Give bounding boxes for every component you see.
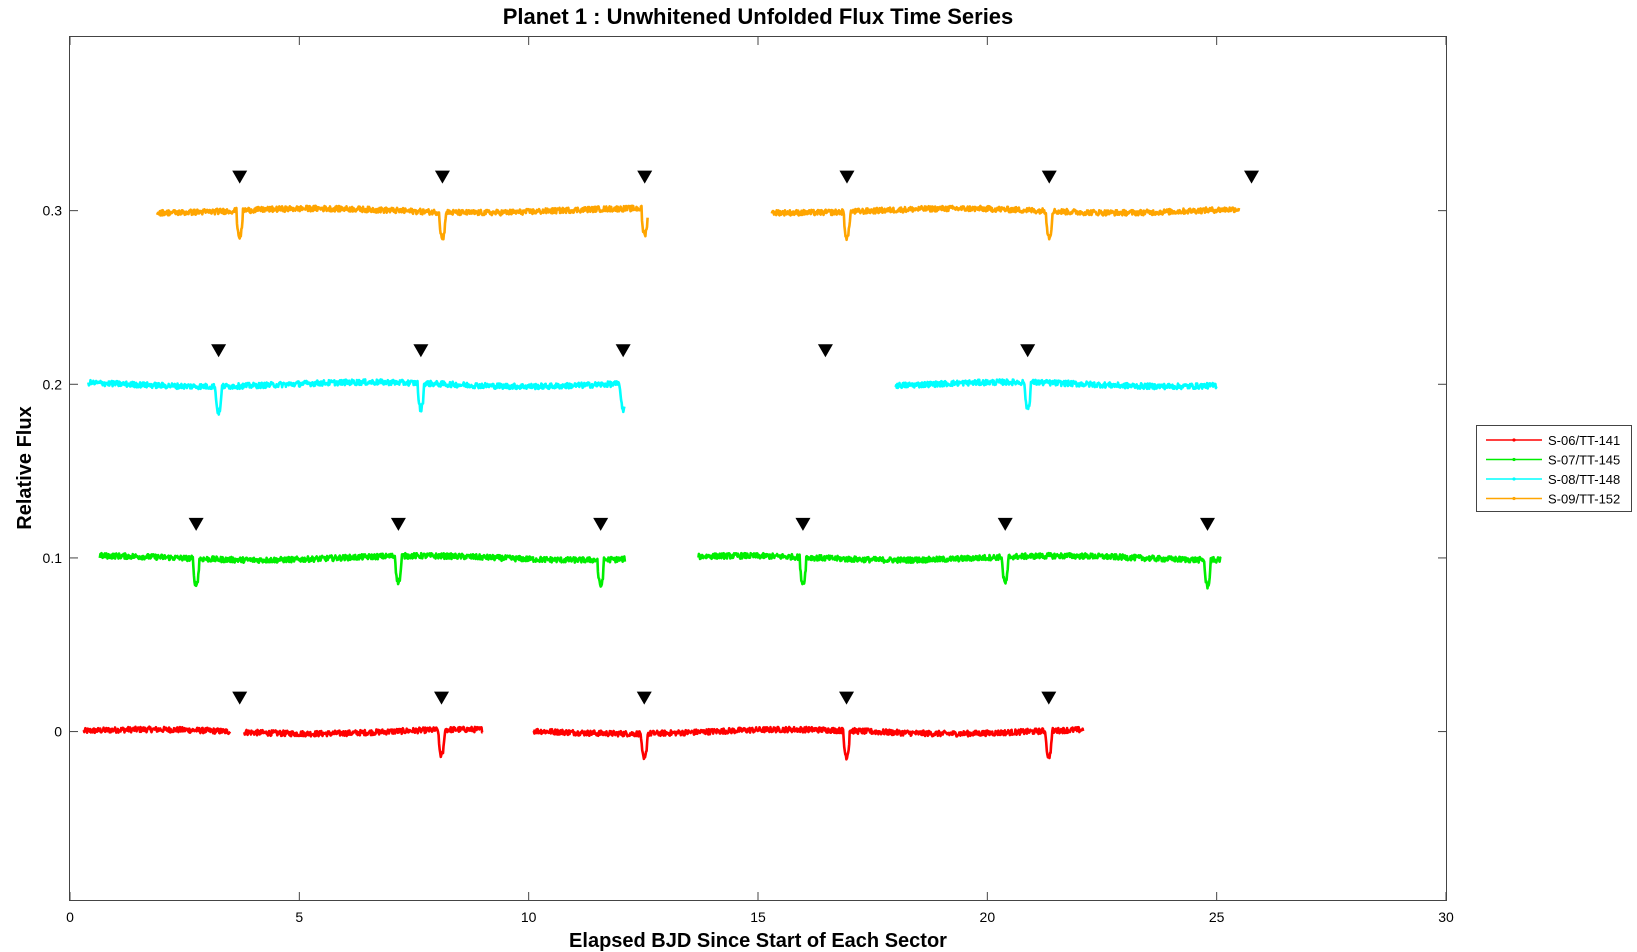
y-axis-label: Relative Flux (14, 406, 36, 529)
series-line-segment (155, 204, 649, 241)
legend-label: S-07/TT-145 (1548, 453, 1620, 468)
y-tick-label: 0.1 (43, 550, 63, 566)
series-layer (82, 204, 1241, 761)
transit-marker (593, 517, 609, 531)
y-tick-label: 0 (54, 724, 62, 740)
axis-ticks: 0 5 10 15 20 25 30 0 0.1 0.2 0.3 (43, 37, 1454, 925)
legend: S-06/TT-141 S-07/TT-145 S-08/TT-148 S-09/TT… (1476, 425, 1632, 512)
plot-area (69, 36, 1447, 901)
transit-marker (1041, 691, 1057, 705)
x-tick-label: 30 (1438, 909, 1454, 925)
legend-label: S-06/TT-141 (1548, 433, 1620, 448)
transit-marker (232, 170, 248, 184)
transit-marker (211, 344, 227, 358)
series-line-segment (98, 551, 627, 588)
y-tick-label: 0.3 (43, 203, 63, 219)
transit-marker (413, 344, 429, 358)
transit-marker (188, 517, 204, 531)
series-line-segment (894, 378, 1218, 411)
x-tick-label: 10 (521, 909, 537, 925)
x-tick-label: 25 (1209, 909, 1225, 925)
series-line-segment (87, 378, 626, 416)
series-line-segment (697, 551, 1222, 590)
series-line-segment (770, 204, 1241, 242)
transit-marker (232, 691, 248, 705)
transit-marker (636, 691, 652, 705)
transit-marker (795, 517, 811, 531)
series-line-segment (243, 725, 484, 759)
transit-marker (434, 691, 450, 705)
legend-marker (1512, 457, 1516, 462)
chart-title: Planet 1 : Unwhitened Unfolded Flux Time… (503, 4, 1014, 29)
transit-marker (637, 170, 653, 184)
transit-marker (1020, 344, 1036, 358)
transit-marker (1041, 170, 1057, 184)
transit-marker (1199, 517, 1215, 531)
series-3 (87, 378, 1218, 416)
legend-marker (1512, 496, 1516, 501)
legend-label: S-08/TT-148 (1548, 472, 1620, 487)
legend-label: S-09/TT-152 (1548, 492, 1620, 507)
series-line-segment (532, 725, 1085, 761)
transit-markers (188, 170, 1260, 705)
series-line-segment (82, 725, 232, 736)
transit-marker (839, 691, 855, 705)
transit-marker (615, 344, 631, 358)
legend-box (1476, 425, 1632, 512)
x-tick-label: 0 (66, 909, 74, 925)
transit-marker (390, 517, 406, 531)
series-1 (82, 725, 1085, 761)
transit-marker (997, 517, 1013, 531)
x-tick-label: 20 (980, 909, 996, 925)
y-tick-label: 0.2 (43, 376, 63, 392)
x-tick-label: 15 (750, 909, 766, 925)
x-axis-label: Elapsed BJD Since Start of Each Sector (569, 930, 947, 952)
legend-items: S-06/TT-141 S-07/TT-145 S-08/TT-148 S-09/TT… (1486, 433, 1620, 507)
transit-marker (434, 170, 450, 184)
legend-marker (1512, 438, 1516, 442)
x-tick-label: 5 (295, 909, 303, 925)
legend-marker (1512, 477, 1516, 481)
transit-marker (839, 170, 855, 184)
transit-marker (817, 344, 833, 358)
series-2 (98, 551, 1222, 590)
series-4 (155, 204, 1241, 242)
transit-marker (1244, 170, 1260, 184)
